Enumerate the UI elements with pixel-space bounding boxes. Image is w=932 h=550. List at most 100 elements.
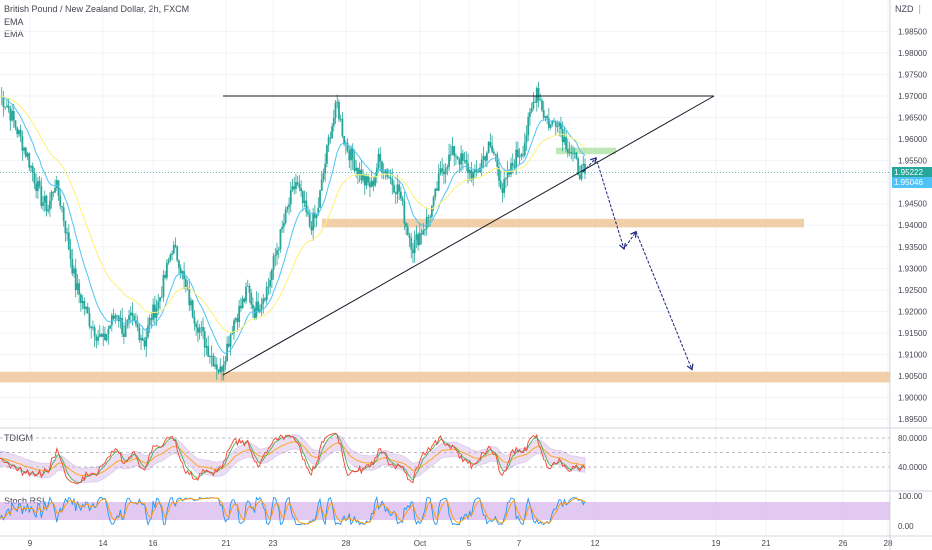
candle-body <box>432 197 435 206</box>
candle-body <box>492 151 495 154</box>
candle-body <box>353 159 356 171</box>
price-tick-label: 1.91500 <box>898 329 927 338</box>
candle-body <box>331 126 333 139</box>
price-tick-label: 1.92000 <box>898 307 927 316</box>
candle-body <box>568 152 571 153</box>
candle-body <box>480 159 483 168</box>
candle-body <box>233 320 235 334</box>
ema-legend-2[interactable]: EMA <box>4 29 24 39</box>
candle-body <box>563 137 566 143</box>
candle-body <box>305 200 308 213</box>
candle-body <box>355 167 358 171</box>
candle-body <box>248 286 251 293</box>
candle-body <box>207 345 210 357</box>
candle-body <box>18 129 20 135</box>
ema-price-tag: 1.95046 <box>892 177 932 189</box>
candle-body <box>401 198 404 202</box>
candle-body <box>260 303 263 310</box>
candle-body <box>124 325 127 337</box>
candle-body <box>465 159 468 164</box>
candle-body <box>542 110 545 118</box>
currency-selector[interactable]: NZD ∣ <box>895 4 922 15</box>
candle-body <box>510 162 512 175</box>
candle-body <box>176 246 179 261</box>
candle-body <box>133 315 136 321</box>
candle-body <box>482 156 485 160</box>
candle-body <box>57 180 60 197</box>
candle-body <box>539 99 542 101</box>
candle-body <box>556 126 559 127</box>
candle-body <box>184 278 187 288</box>
candle-body <box>100 334 103 337</box>
drawings <box>0 95 890 376</box>
candle-body <box>356 167 359 175</box>
candle-body <box>387 176 390 178</box>
candle-body <box>238 305 241 323</box>
ema-legend-1[interactable]: EMA <box>4 17 24 27</box>
candle-body <box>448 154 450 167</box>
candle-body <box>67 232 70 250</box>
candle-body <box>441 168 444 172</box>
candle-body <box>172 244 175 254</box>
candle-body <box>95 336 98 341</box>
candle-body <box>12 111 15 121</box>
candle-body <box>443 171 445 175</box>
candle-body <box>140 338 142 341</box>
candle-body <box>377 153 380 169</box>
candle-body <box>93 327 96 337</box>
candle-body <box>417 234 420 246</box>
candle-body <box>165 262 168 278</box>
candle-body <box>511 162 514 166</box>
arrow-head-1 <box>590 157 597 165</box>
candle-body <box>573 152 576 154</box>
candle-body <box>477 171 480 173</box>
support-zone <box>0 371 890 383</box>
candle-body <box>298 184 301 188</box>
candle-body <box>195 323 198 328</box>
candle-body <box>558 123 561 127</box>
time-tick-label: 21 <box>762 539 771 548</box>
candle-body <box>351 148 354 160</box>
candle-body <box>374 176 376 186</box>
candle-body <box>389 177 392 179</box>
time-tick-label: Oct <box>414 539 427 548</box>
candle-body <box>250 292 253 305</box>
candle-body <box>110 315 113 326</box>
candle-body <box>198 327 201 333</box>
candle-body <box>97 336 99 341</box>
candle-body <box>9 108 12 121</box>
candle-body <box>143 340 146 347</box>
candle-body <box>284 209 287 224</box>
candle-body <box>31 166 34 173</box>
candle-body <box>503 179 506 193</box>
candle-body <box>286 207 289 210</box>
tdi-tick-label: 40.0000 <box>898 463 927 472</box>
candle-body <box>277 249 280 251</box>
candle-body <box>105 334 108 341</box>
candle-body <box>487 142 490 153</box>
stoch-d-line <box>0 497 586 525</box>
candle-body <box>14 120 17 128</box>
candle-body <box>365 176 368 186</box>
candle-body <box>449 154 452 156</box>
candle-body <box>272 255 275 270</box>
stoch-pane-label[interactable]: Stoch RSI <box>4 496 45 506</box>
candle-body <box>475 169 478 172</box>
candle-body <box>358 169 361 175</box>
candle-body <box>129 312 132 316</box>
time-tick-label: 12 <box>591 539 600 548</box>
candle-body <box>69 249 72 260</box>
candle-body <box>11 111 13 121</box>
candle-body <box>210 355 213 357</box>
candle-body <box>265 287 268 301</box>
candle-body <box>570 152 573 154</box>
candle-body <box>196 327 199 333</box>
candle-body <box>319 190 321 208</box>
candle-body <box>162 274 165 297</box>
candle-body <box>202 327 204 332</box>
candle-body <box>499 180 502 189</box>
candle-body <box>157 301 160 309</box>
time-tick-label: 7 <box>517 539 522 548</box>
candle-body <box>205 345 208 348</box>
